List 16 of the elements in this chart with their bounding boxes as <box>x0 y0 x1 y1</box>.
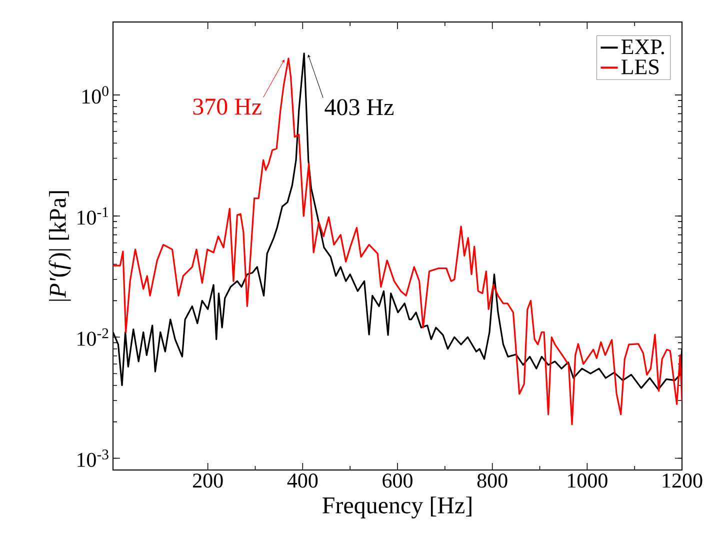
legend-label: LES <box>621 60 659 74</box>
legend-label: EXP. <box>621 40 664 54</box>
x-tick-label: 1000 <box>568 474 608 488</box>
y-tick-label: 10$^{-3}$ <box>78 450 108 467</box>
annotation: 370 Hz <box>193 98 262 115</box>
x-axis-title: Frequency [Hz] <box>322 496 472 518</box>
x-tick-label: 1200 <box>662 474 702 488</box>
y-axis-title: |P'(f)| [kPa] <box>48 191 71 301</box>
x-tick-label: 200 <box>193 474 223 488</box>
y-tick-label: 10$^{-1}$ <box>78 207 108 225</box>
x-tick-label: 600 <box>382 474 412 488</box>
y-tick-label: 10$^{0}$ <box>82 86 108 104</box>
x-tick-label: 800 <box>477 474 508 488</box>
annotation: 403 Hz <box>324 99 394 116</box>
x-tick-label: 400 <box>287 474 318 488</box>
y-tick-label: 10$^{-2}$ <box>78 328 108 346</box>
